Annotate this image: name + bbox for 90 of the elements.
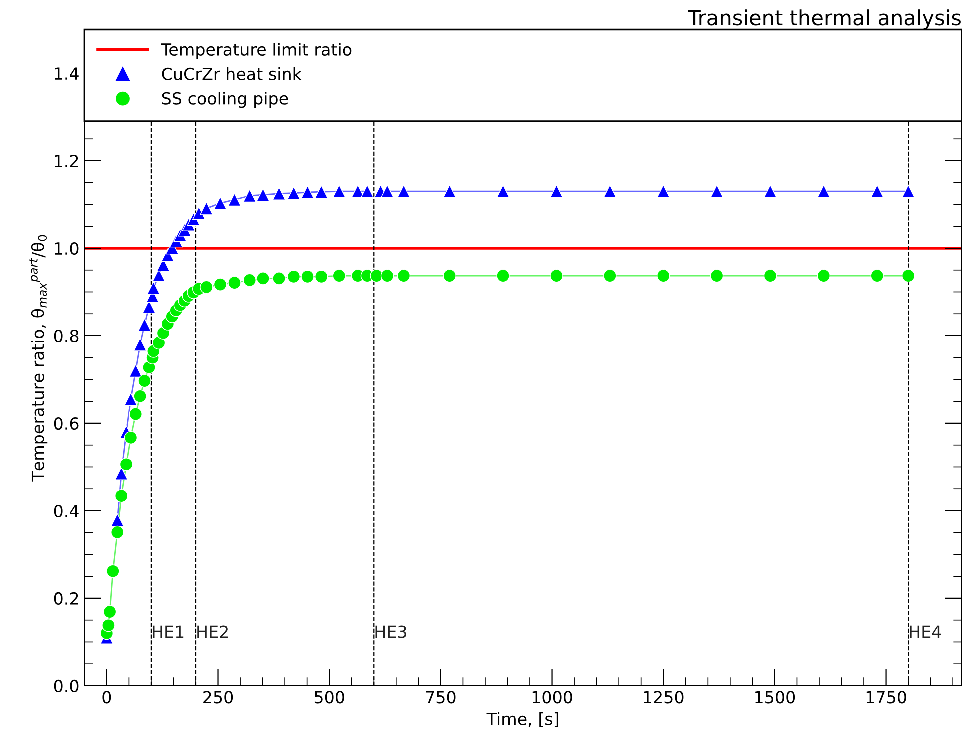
point (710, 185, 724, 198)
point (124, 431, 138, 445)
point (902, 269, 916, 283)
point (443, 185, 456, 198)
point (256, 188, 270, 202)
y-tick-label: 0.8 (54, 330, 79, 343)
point (192, 206, 206, 220)
point (111, 514, 124, 527)
point (287, 270, 301, 284)
point (138, 318, 152, 332)
y-tick-label: 1.4 (55, 68, 79, 80)
point (397, 269, 411, 283)
y-tick-label: 0.2 (54, 592, 78, 606)
legend-label: Temperature limit ratio (161, 43, 352, 60)
x-tick-label: 750 (426, 691, 456, 704)
point (496, 185, 510, 198)
point (111, 526, 124, 540)
point (380, 269, 394, 283)
point (764, 185, 778, 198)
legend-label: SS cooling pipe (162, 92, 288, 108)
x-tick-label: 1250 (644, 691, 684, 704)
y-tick-label: 0.0 (54, 680, 79, 693)
point (115, 467, 128, 480)
point (870, 185, 884, 198)
point (120, 458, 134, 472)
point (314, 270, 328, 284)
point (443, 269, 456, 283)
x-axis-title: Time, [s] (486, 712, 558, 728)
ref-line-label: HE3 (376, 626, 406, 638)
point (138, 374, 152, 388)
x-tick-label: 1750 (866, 691, 906, 704)
point (243, 274, 256, 288)
point (243, 189, 256, 203)
point (902, 185, 916, 198)
point (228, 276, 242, 290)
point (817, 269, 831, 283)
point (129, 364, 142, 378)
point (287, 186, 301, 200)
legend-label: CuCrZr heat sink (162, 68, 302, 80)
x-tick-label: 1500 (756, 691, 796, 704)
y-tick-label: 0.4 (54, 504, 79, 518)
point (314, 185, 328, 199)
point (272, 272, 286, 286)
point (604, 269, 617, 283)
point (550, 185, 564, 198)
point (256, 272, 270, 286)
point (214, 196, 228, 210)
point (200, 202, 214, 216)
point (115, 490, 128, 503)
x-tick-label: 1000 (532, 691, 572, 704)
ref-line-label: HE2 (198, 626, 228, 638)
point (397, 185, 411, 198)
point (272, 187, 286, 200)
point (134, 338, 147, 352)
point (370, 269, 384, 283)
y-tick-label: 1.2 (55, 154, 78, 168)
point (200, 280, 214, 294)
point (870, 269, 884, 283)
point (604, 185, 617, 198)
point (301, 186, 314, 200)
point (134, 390, 147, 403)
point (301, 270, 314, 284)
chart-title: Transient thermal analysis (688, 10, 961, 30)
point (214, 278, 228, 292)
point (332, 185, 346, 198)
point (102, 618, 116, 632)
point (106, 564, 120, 578)
point (550, 269, 564, 283)
point (228, 193, 242, 207)
point (147, 282, 160, 295)
ref-line-label: HE4 (910, 626, 942, 638)
point (332, 269, 346, 283)
point (657, 269, 670, 283)
point (657, 185, 670, 198)
point (764, 269, 778, 283)
point (129, 408, 142, 421)
y-tick-label: 1.0 (55, 242, 79, 256)
y-axis-title: Temperature ratio, θ$_{max}$$^{part}$/θ$_{0}$ (30, 235, 48, 482)
x-tick-label: 0 (102, 691, 112, 704)
point (103, 605, 117, 619)
ref-line-label: HE1 (153, 626, 184, 638)
x-tick-label: 250 (204, 691, 234, 704)
point (710, 269, 724, 283)
point (496, 269, 510, 283)
point (124, 392, 138, 406)
point (360, 185, 374, 198)
point (380, 185, 394, 198)
x-tick-label: 500 (314, 691, 344, 704)
y-tick-label: 0.6 (54, 417, 79, 430)
point (817, 185, 831, 198)
